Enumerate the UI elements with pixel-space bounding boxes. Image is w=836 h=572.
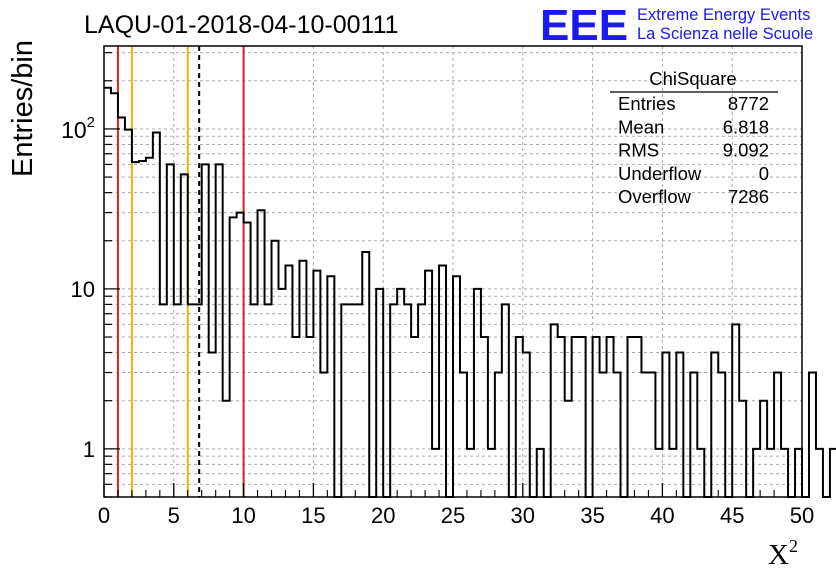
y-tick-label: 1	[83, 437, 95, 462]
stats-row-value: 7286	[728, 186, 769, 207]
x-axis-label: X2	[768, 536, 798, 571]
stats-row-label: Overflow	[618, 186, 692, 207]
x-tick-label: 35	[580, 503, 604, 528]
x-tick-label: 0	[98, 503, 110, 528]
y-tick-label: 102	[61, 114, 95, 143]
x-tick-label: 40	[650, 503, 674, 528]
y-tick-label-exponent: 2	[87, 114, 95, 131]
y-axis-label: Entries/bin	[7, 40, 39, 177]
stats-rows: Entries 8772 Mean 6.818 RMS 9.092 Underflow 0 Ov…	[618, 93, 769, 207]
eee-logo-line2: La Scienza nelle Scuole	[637, 25, 813, 43]
x-tick-label: 10	[231, 503, 255, 528]
stats-row-label: Mean	[618, 116, 664, 137]
stats-row-value: 6.818	[723, 116, 769, 137]
x-tick-label: 45	[720, 503, 744, 528]
stats-box: ChiSquare Entries 8772 Mean 6.818 RMS 9.092 Un…	[610, 68, 778, 207]
axis-ticks	[103, 52, 803, 498]
x-tick-labels: 0 5 10 15 20 25 30 35 40 45 50	[98, 503, 814, 528]
eee-logo-line1: Extreme Energy Events	[637, 6, 810, 24]
x-tick-label: 25	[441, 503, 465, 528]
eee-logo: EEE Extreme Energy Events La Scienza nel…	[540, 1, 813, 50]
reference-lines	[116, 46, 245, 497]
x-tick-label: 20	[371, 503, 395, 528]
y-tick-label-base: 10	[61, 117, 87, 143]
x-axis-label-superscript: 2	[789, 536, 798, 556]
x-axis-label-main: X	[768, 539, 789, 571]
chart-title: LAQU-01-2018-04-10-00111	[84, 11, 399, 39]
stats-row-value: 0	[759, 163, 769, 184]
stats-row-label: Entries	[618, 93, 676, 114]
eee-logo-mark: EEE	[540, 1, 628, 50]
x-tick-label: 50	[790, 503, 814, 528]
x-tick-label: 30	[511, 503, 535, 528]
stats-row-value: 9.092	[723, 140, 769, 161]
stats-row-label: Underflow	[618, 163, 702, 184]
stats-row-value: 8772	[728, 93, 769, 114]
stats-title: ChiSquare	[649, 68, 736, 89]
y-tick-label: 10	[71, 277, 95, 302]
x-tick-label: 15	[301, 503, 325, 528]
x-tick-label: 5	[168, 503, 180, 528]
stats-row-label: RMS	[618, 140, 659, 161]
